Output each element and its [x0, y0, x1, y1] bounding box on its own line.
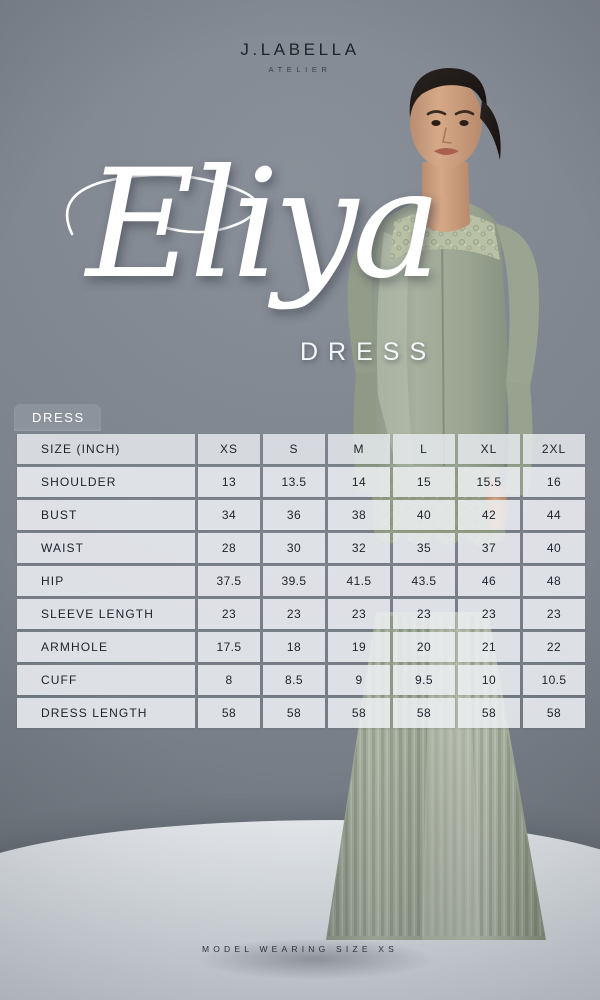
cell-cuff-2xl: 10.5: [523, 665, 585, 695]
cell-waist-2xl: 40: [523, 533, 585, 563]
cell-waist-s: 30: [263, 533, 325, 563]
cell-shoulder-xs: 13: [198, 467, 260, 497]
cell-shoulder-xl: 15.5: [458, 467, 520, 497]
cell-sleeve-m: 23: [328, 599, 390, 629]
cell-hip-xs: 37.5: [198, 566, 260, 596]
header-size-label: SIZE (INCH): [17, 434, 195, 464]
cell-armhole-l: 20: [393, 632, 455, 662]
header-m: M: [328, 434, 390, 464]
brand-wordmark: J.LABELLA: [240, 40, 360, 59]
cell-hip-l: 43.5: [393, 566, 455, 596]
table-row: SLEEVE LENGTH 23 23 23 23 23 23: [17, 599, 585, 629]
hero-subtitle: DRESS: [300, 338, 437, 366]
cell-cuff-xl: 10: [458, 665, 520, 695]
cell-cuff-m: 9: [328, 665, 390, 695]
cell-shoulder-s: 13.5: [263, 467, 325, 497]
cell-bust-s: 36: [263, 500, 325, 530]
cell-bust-xs: 34: [198, 500, 260, 530]
row-label-armhole: ARMHOLE: [17, 632, 195, 662]
size-chart-table: SIZE (INCH) XS S M L XL 2XL SHOULDER 13 …: [14, 431, 588, 731]
cell-waist-m: 32: [328, 533, 390, 563]
cell-dress-length-s: 58: [263, 698, 325, 728]
hero-title-block: Eliya DRESS: [0, 150, 600, 390]
row-label-sleeve-length: SLEEVE LENGTH: [17, 599, 195, 629]
cell-hip-2xl: 48: [523, 566, 585, 596]
cell-armhole-xs: 17.5: [198, 632, 260, 662]
size-table-panel: DRESS SIZE (INCH) XS S M L XL 2XL S: [14, 404, 585, 731]
size-chart-body: SHOULDER 13 13.5 14 15 15.5 16 BUST 34 3…: [17, 467, 585, 728]
row-label-shoulder: SHOULDER: [17, 467, 195, 497]
script-flourish: [65, 173, 259, 236]
cell-sleeve-l: 23: [393, 599, 455, 629]
cell-waist-l: 35: [393, 533, 455, 563]
cell-cuff-xs: 8: [198, 665, 260, 695]
table-row: SHOULDER 13 13.5 14 15 15.5 16: [17, 467, 585, 497]
cell-bust-xl: 42: [458, 500, 520, 530]
cell-waist-xl: 37: [458, 533, 520, 563]
cell-armhole-xl: 21: [458, 632, 520, 662]
table-row: BUST 34 36 38 40 42 44: [17, 500, 585, 530]
cell-armhole-m: 19: [328, 632, 390, 662]
header-row: SIZE (INCH) XS S M L XL 2XL: [17, 434, 585, 464]
table-row: HIP 37.5 39.5 41.5 43.5 46 48: [17, 566, 585, 596]
cell-armhole-s: 18: [263, 632, 325, 662]
row-label-cuff: CUFF: [17, 665, 195, 695]
row-label-waist: WAIST: [17, 533, 195, 563]
row-label-dress-length: DRESS LENGTH: [17, 698, 195, 728]
cell-bust-m: 38: [328, 500, 390, 530]
hero-script-title: Eliya: [86, 138, 442, 312]
cell-hip-m: 41.5: [328, 566, 390, 596]
table-row: CUFF 8 8.5 9 9.5 10 10.5: [17, 665, 585, 695]
cell-sleeve-s: 23: [263, 599, 325, 629]
cell-shoulder-m: 14: [328, 467, 390, 497]
header-2xl: 2XL: [523, 434, 585, 464]
cell-hip-xl: 46: [458, 566, 520, 596]
header-xs: XS: [198, 434, 260, 464]
cell-cuff-s: 8.5: [263, 665, 325, 695]
cell-dress-length-l: 58: [393, 698, 455, 728]
cell-bust-l: 40: [393, 500, 455, 530]
table-row: ARMHOLE 17.5 18 19 20 21 22: [17, 632, 585, 662]
cell-dress-length-m: 58: [328, 698, 390, 728]
cell-cuff-l: 9.5: [393, 665, 455, 695]
header-s: S: [263, 434, 325, 464]
table-category-tab: DRESS: [14, 404, 101, 431]
cell-hip-s: 39.5: [263, 566, 325, 596]
cell-bust-2xl: 44: [523, 500, 585, 530]
cell-armhole-2xl: 22: [523, 632, 585, 662]
size-chart-head: SIZE (INCH) XS S M L XL 2XL: [17, 434, 585, 464]
table-row: WAIST 28 30 32 35 37 40: [17, 533, 585, 563]
cell-sleeve-2xl: 23: [523, 599, 585, 629]
row-label-bust: BUST: [17, 500, 195, 530]
header-l: L: [393, 434, 455, 464]
cell-dress-length-xl: 58: [458, 698, 520, 728]
row-label-hip: HIP: [17, 566, 195, 596]
cell-sleeve-xs: 23: [198, 599, 260, 629]
model-size-note: MODEL WEARING SIZE XS: [201, 944, 399, 954]
cell-sleeve-xl: 23: [458, 599, 520, 629]
cell-dress-length-xs: 58: [198, 698, 260, 728]
cell-shoulder-l: 15: [393, 467, 455, 497]
cell-waist-xs: 28: [198, 533, 260, 563]
cell-shoulder-2xl: 16: [523, 467, 585, 497]
header-xl: XL: [458, 434, 520, 464]
brand-tagline: ATELIER: [268, 65, 332, 74]
brand-logo: J.LABELLA ATELIER: [0, 40, 600, 74]
table-row: DRESS LENGTH 58 58 58 58 58 58: [17, 698, 585, 728]
cell-dress-length-2xl: 58: [523, 698, 585, 728]
